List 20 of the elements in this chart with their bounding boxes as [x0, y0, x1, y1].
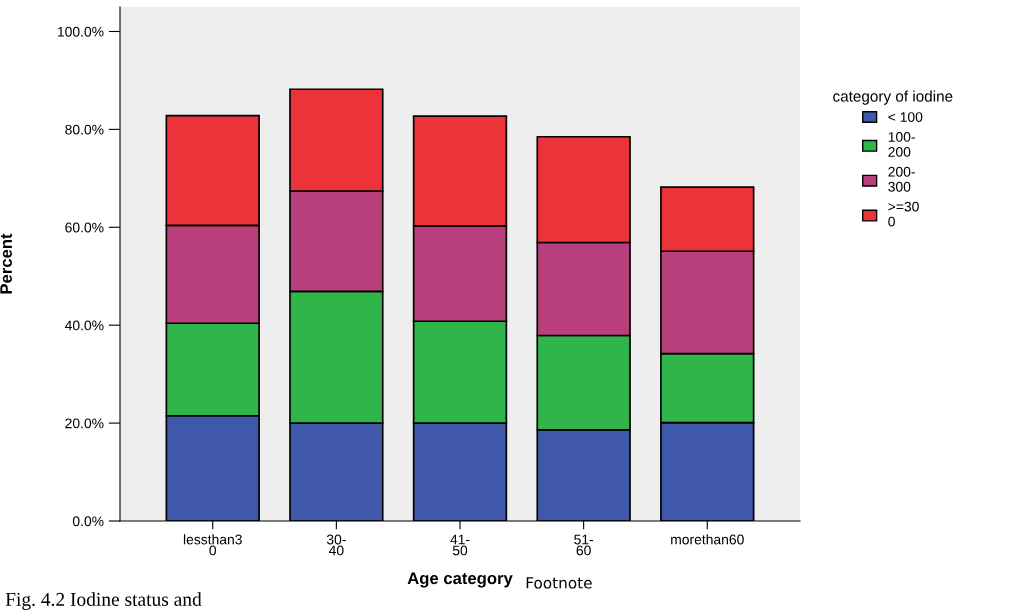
y-axis-title: Percent	[0, 233, 12, 294]
legend-label: 100- 200	[888, 132, 915, 157]
text: Footnote	[526, 577, 592, 589]
y-tick-label: 20.0%	[65, 418, 104, 429]
caption: Fig. 4.2 Iodine status and	[5, 592, 202, 610]
y-tick-label: 0.0%	[72, 516, 104, 527]
legend-label: >=30 0	[888, 201, 919, 227]
x-axis-title: Age category	[407, 572, 513, 588]
y-tick-label: 80.0%	[65, 124, 104, 135]
x-tick-label: 41- 50	[450, 534, 470, 556]
x-tick-label: 30- 40	[326, 534, 346, 556]
legend-label: < 100	[888, 112, 923, 122]
y-tick-label: 100.0%	[57, 26, 104, 37]
x-tick-label: lessthan3 0	[183, 534, 242, 556]
y-tick-label: 60.0%	[65, 222, 104, 233]
y-tick-label: 40.0%	[64, 320, 104, 331]
x-tick-label: 51- 60	[574, 534, 594, 556]
legend-title: category of iodine	[833, 90, 953, 105]
x-tick-label: morethan60	[671, 534, 744, 545]
legend-label: 200- 300	[888, 166, 915, 192]
